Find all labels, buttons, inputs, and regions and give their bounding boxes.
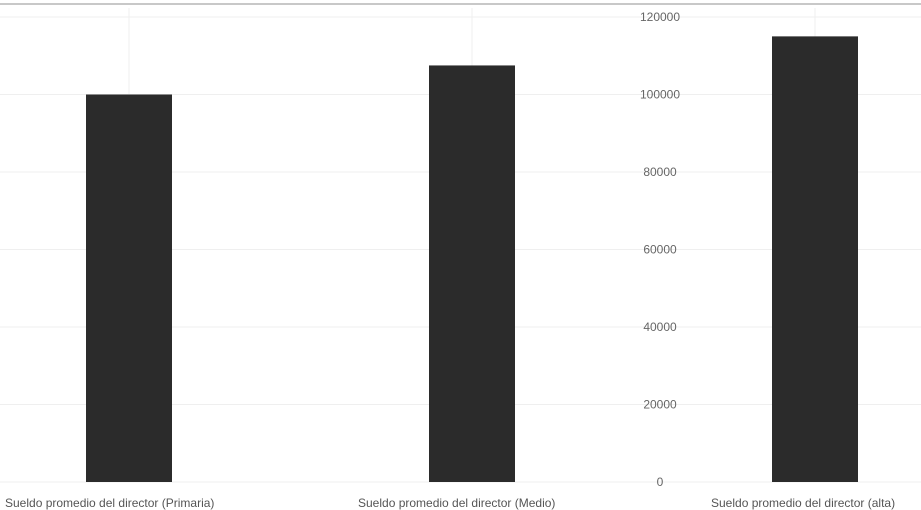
x-axis-labels: Sueldo promedio del director (Primaria) S… [5,496,895,510]
bar-1 [86,94,172,482]
y-tick-label: 100000 [640,88,680,102]
x-category-label: Sueldo promedio del director (Medio) [358,496,555,510]
x-category-label: Sueldo promedio del director (alta) [711,496,895,510]
y-tick-label: 20000 [643,398,677,412]
y-tick-label: 120000 [640,10,680,24]
y-axis-ticks: 0 20000 40000 60000 80000 100000 120000 [640,10,680,489]
bar-3 [772,36,858,482]
y-tick-label: 40000 [643,320,677,334]
x-category-label: Sueldo promedio del director (Primaria) [5,496,214,510]
y-tick-label: 80000 [643,165,677,179]
y-tick-label: 0 [657,475,664,489]
y-tick-label: 60000 [643,243,677,257]
bars [86,36,858,482]
bar-2 [429,65,515,482]
